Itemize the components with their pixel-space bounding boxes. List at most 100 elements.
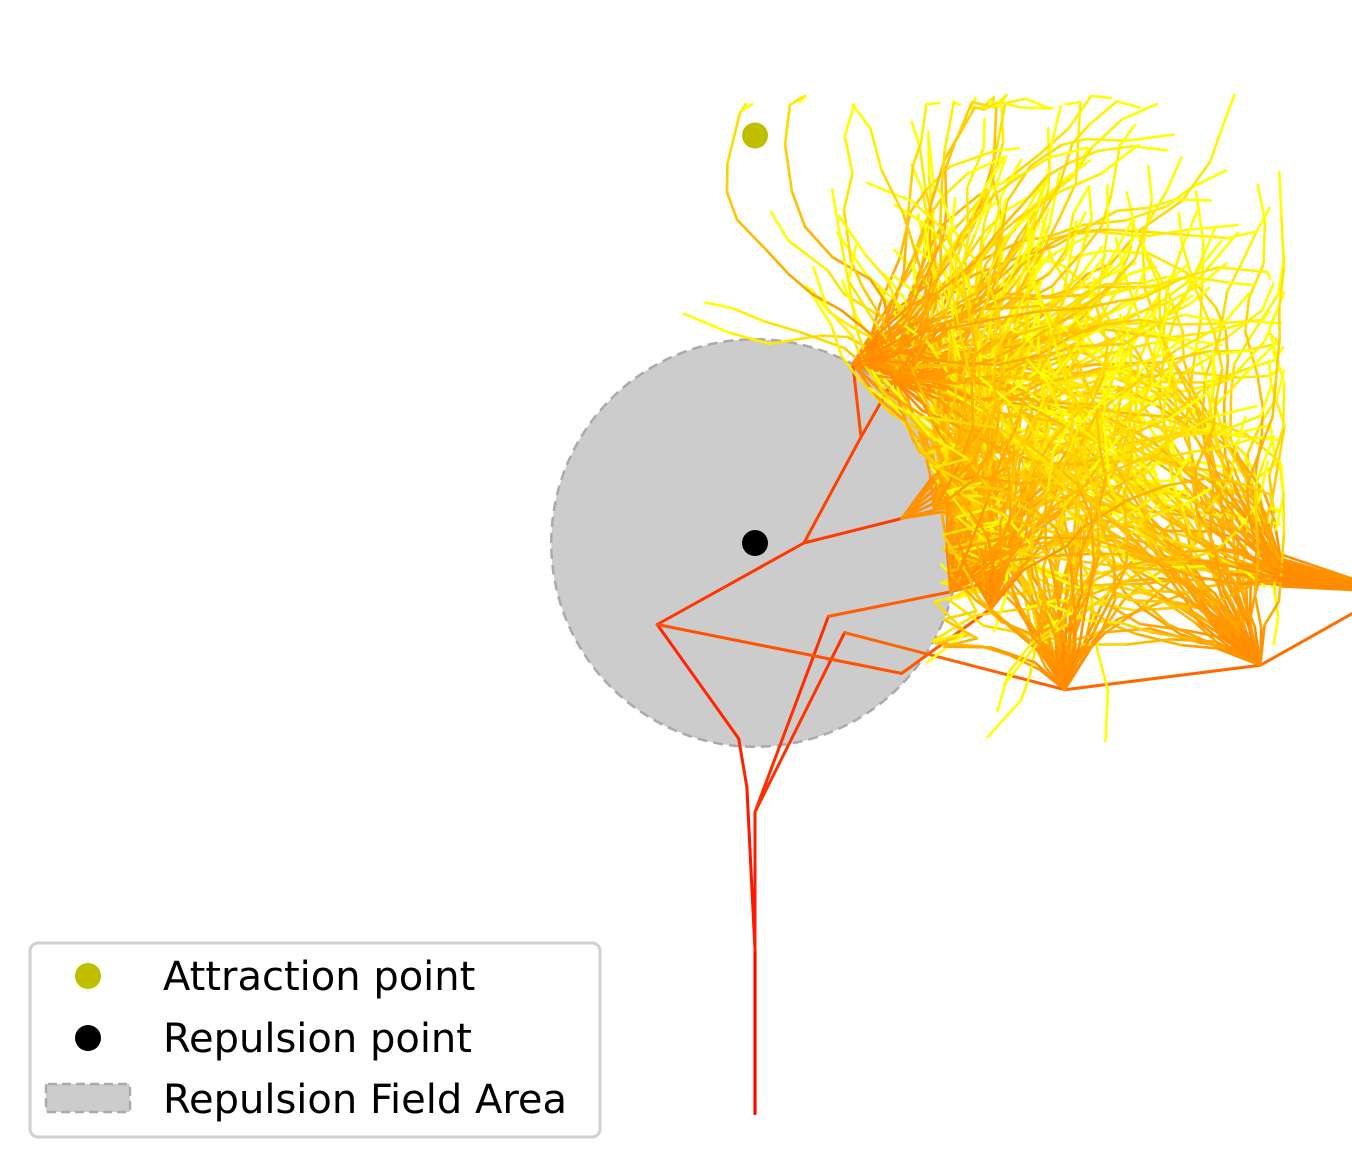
tree-branch [901, 212, 916, 249]
tree-branch [990, 171, 1004, 223]
tree-branch [946, 597, 986, 628]
tree-branch [1027, 181, 1044, 209]
tree-branch [1217, 602, 1246, 632]
tree-branch [966, 156, 1004, 175]
tree-branch [1222, 559, 1274, 572]
tree-branch [1187, 629, 1224, 639]
tree-branch [1063, 651, 1089, 692]
tree-branch [984, 237, 1007, 266]
tree-branch [931, 383, 939, 416]
tree-branch [1154, 543, 1184, 563]
tree-branch [1129, 491, 1156, 533]
tree-branch [1095, 305, 1109, 347]
tree-branch [956, 282, 977, 328]
tree-branch [933, 442, 945, 470]
tree-branch [1072, 635, 1093, 667]
tree-branch [1002, 663, 1022, 686]
tree-branch [1224, 329, 1230, 362]
tree-branch [1035, 482, 1057, 510]
repulsion-point-marker [742, 530, 768, 556]
tree-branch [997, 232, 1032, 273]
tree-branch [1102, 285, 1140, 298]
tree-branch [1069, 561, 1077, 616]
tree-branch [943, 168, 948, 210]
tree-branch [1125, 484, 1168, 502]
tree-branch [1210, 356, 1215, 396]
tree-branch [1217, 613, 1243, 644]
tree-branch [1077, 100, 1082, 141]
tree-branch [1068, 323, 1101, 339]
tree-branch [973, 439, 998, 481]
tree-branch [910, 414, 931, 437]
tree-branch [1177, 337, 1223, 347]
tree-branch [1029, 389, 1037, 417]
tree-branch [1024, 500, 1058, 531]
tree-branch [963, 289, 972, 321]
tree-branch [1118, 123, 1136, 147]
tree-branch [1182, 487, 1213, 506]
tree-branch [1015, 394, 1027, 428]
tree-branch [1282, 490, 1286, 536]
tree-branch [1044, 545, 1054, 574]
tree-branch [1016, 476, 1044, 503]
tree-branch [1169, 513, 1192, 540]
tree-branch [1086, 436, 1121, 475]
tree-branch [991, 379, 1001, 412]
tree-branch [876, 396, 907, 423]
tree-branch [1182, 252, 1206, 301]
tree-branch [940, 149, 946, 181]
legend-attraction-marker [75, 963, 101, 989]
tree-branch [1019, 641, 1040, 667]
tree-branch [1182, 266, 1220, 279]
tree-branch [1209, 133, 1221, 163]
tree-branch [909, 291, 939, 307]
tree-branch [1188, 536, 1213, 551]
tree-branch [987, 576, 993, 610]
tree-branch [1211, 525, 1240, 554]
tree-branch [1177, 212, 1183, 244]
tree-branch [1267, 358, 1273, 386]
tree-branch [1159, 450, 1193, 460]
tree-branch [922, 325, 960, 334]
tree-branch [826, 269, 846, 296]
tree-branch [1125, 637, 1173, 646]
tree-branch [942, 645, 993, 649]
tree-branch [1050, 552, 1091, 558]
tree-branch [1160, 384, 1171, 419]
tree-branch [1065, 526, 1084, 548]
tree-branch [1064, 402, 1100, 406]
tree-branch [1138, 447, 1167, 474]
tree-branch [949, 542, 972, 594]
tree-branch [1110, 256, 1137, 287]
tree-branch [1216, 528, 1241, 550]
tree-branch [1021, 174, 1049, 206]
tree-branch [1215, 435, 1260, 451]
tree-branch [1120, 362, 1148, 400]
tree-branch [1201, 429, 1213, 482]
tree-branch [974, 195, 991, 235]
tree-branch [1007, 534, 1019, 565]
tree-branch [947, 363, 995, 373]
tree-branch [1096, 144, 1135, 153]
tree-branch [790, 190, 807, 229]
tree-branch [973, 233, 997, 264]
tree-branch [1215, 367, 1224, 398]
tree-branch [1270, 575, 1352, 589]
tree-branch [990, 140, 1000, 175]
tree-branch [983, 272, 1000, 312]
tree-branch [1125, 518, 1158, 547]
tree-branch [1079, 551, 1084, 596]
tree-branch [995, 514, 1013, 551]
tree-branch [851, 362, 881, 368]
tree-branch [1120, 102, 1159, 121]
tree-branch [655, 623, 741, 741]
tree-branch [1172, 606, 1196, 624]
tree-branch [1132, 434, 1155, 457]
tree-branch [896, 329, 942, 354]
tree-branch [1261, 415, 1274, 444]
tree-branch [995, 308, 1019, 353]
tree-branch [986, 698, 1023, 739]
tree-branch [725, 191, 739, 221]
tree-branch [1010, 519, 1023, 545]
tree-branch [1095, 274, 1103, 309]
